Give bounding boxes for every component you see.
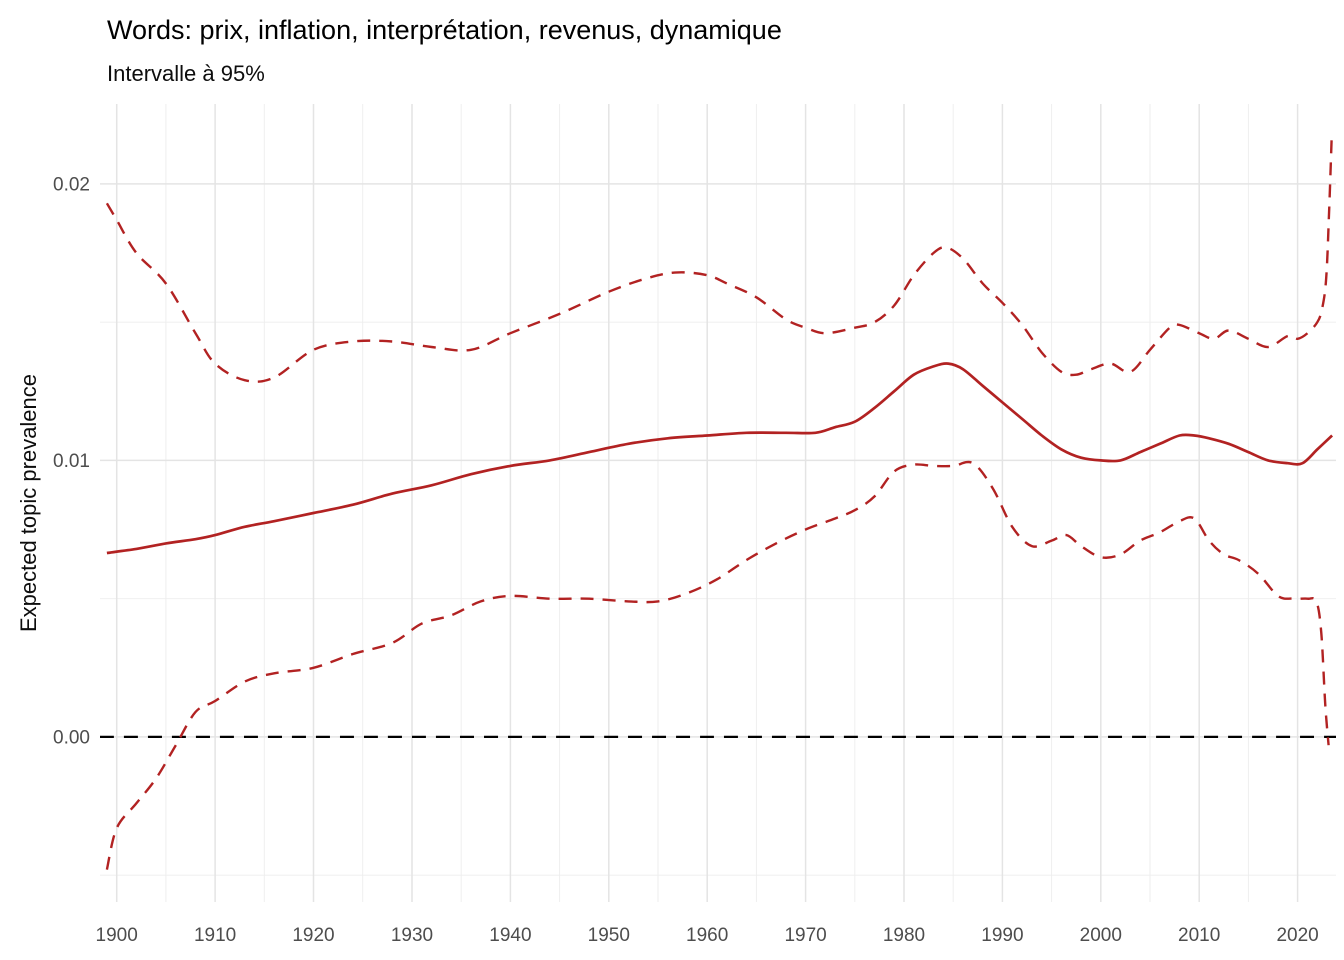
x-tick-label: 1930	[391, 925, 433, 946]
upper-confidence-bound	[105, 139, 1333, 383]
y-tick-label: 0.01	[53, 451, 90, 472]
x-tick-label: 1970	[784, 925, 826, 946]
x-tick-label: 2000	[1080, 925, 1122, 946]
y-tick-label: 0.00	[53, 727, 90, 748]
x-tick-label: 1920	[292, 925, 334, 946]
x-tick-label: 2010	[1178, 925, 1220, 946]
x-tick-label: 1900	[96, 925, 138, 946]
y-tick-label: 0.02	[53, 174, 90, 195]
x-tick-label: 1990	[981, 925, 1023, 946]
mean-topic-prevalence	[106, 362, 1334, 555]
x-tick-label: 1960	[686, 925, 728, 946]
x-tick-label: 1910	[194, 925, 236, 946]
chart-subtitle: Intervalle à 95%	[107, 61, 265, 86]
x-tick-label: 1940	[489, 925, 531, 946]
x-tick-label: 1950	[588, 925, 630, 946]
lower-confidence-bound	[105, 460, 1330, 870]
x-tick-label: 2020	[1276, 925, 1318, 946]
x-tick-label: 1980	[883, 925, 925, 946]
chart-title: Words: prix, inflation, interprétation, …	[107, 15, 782, 45]
